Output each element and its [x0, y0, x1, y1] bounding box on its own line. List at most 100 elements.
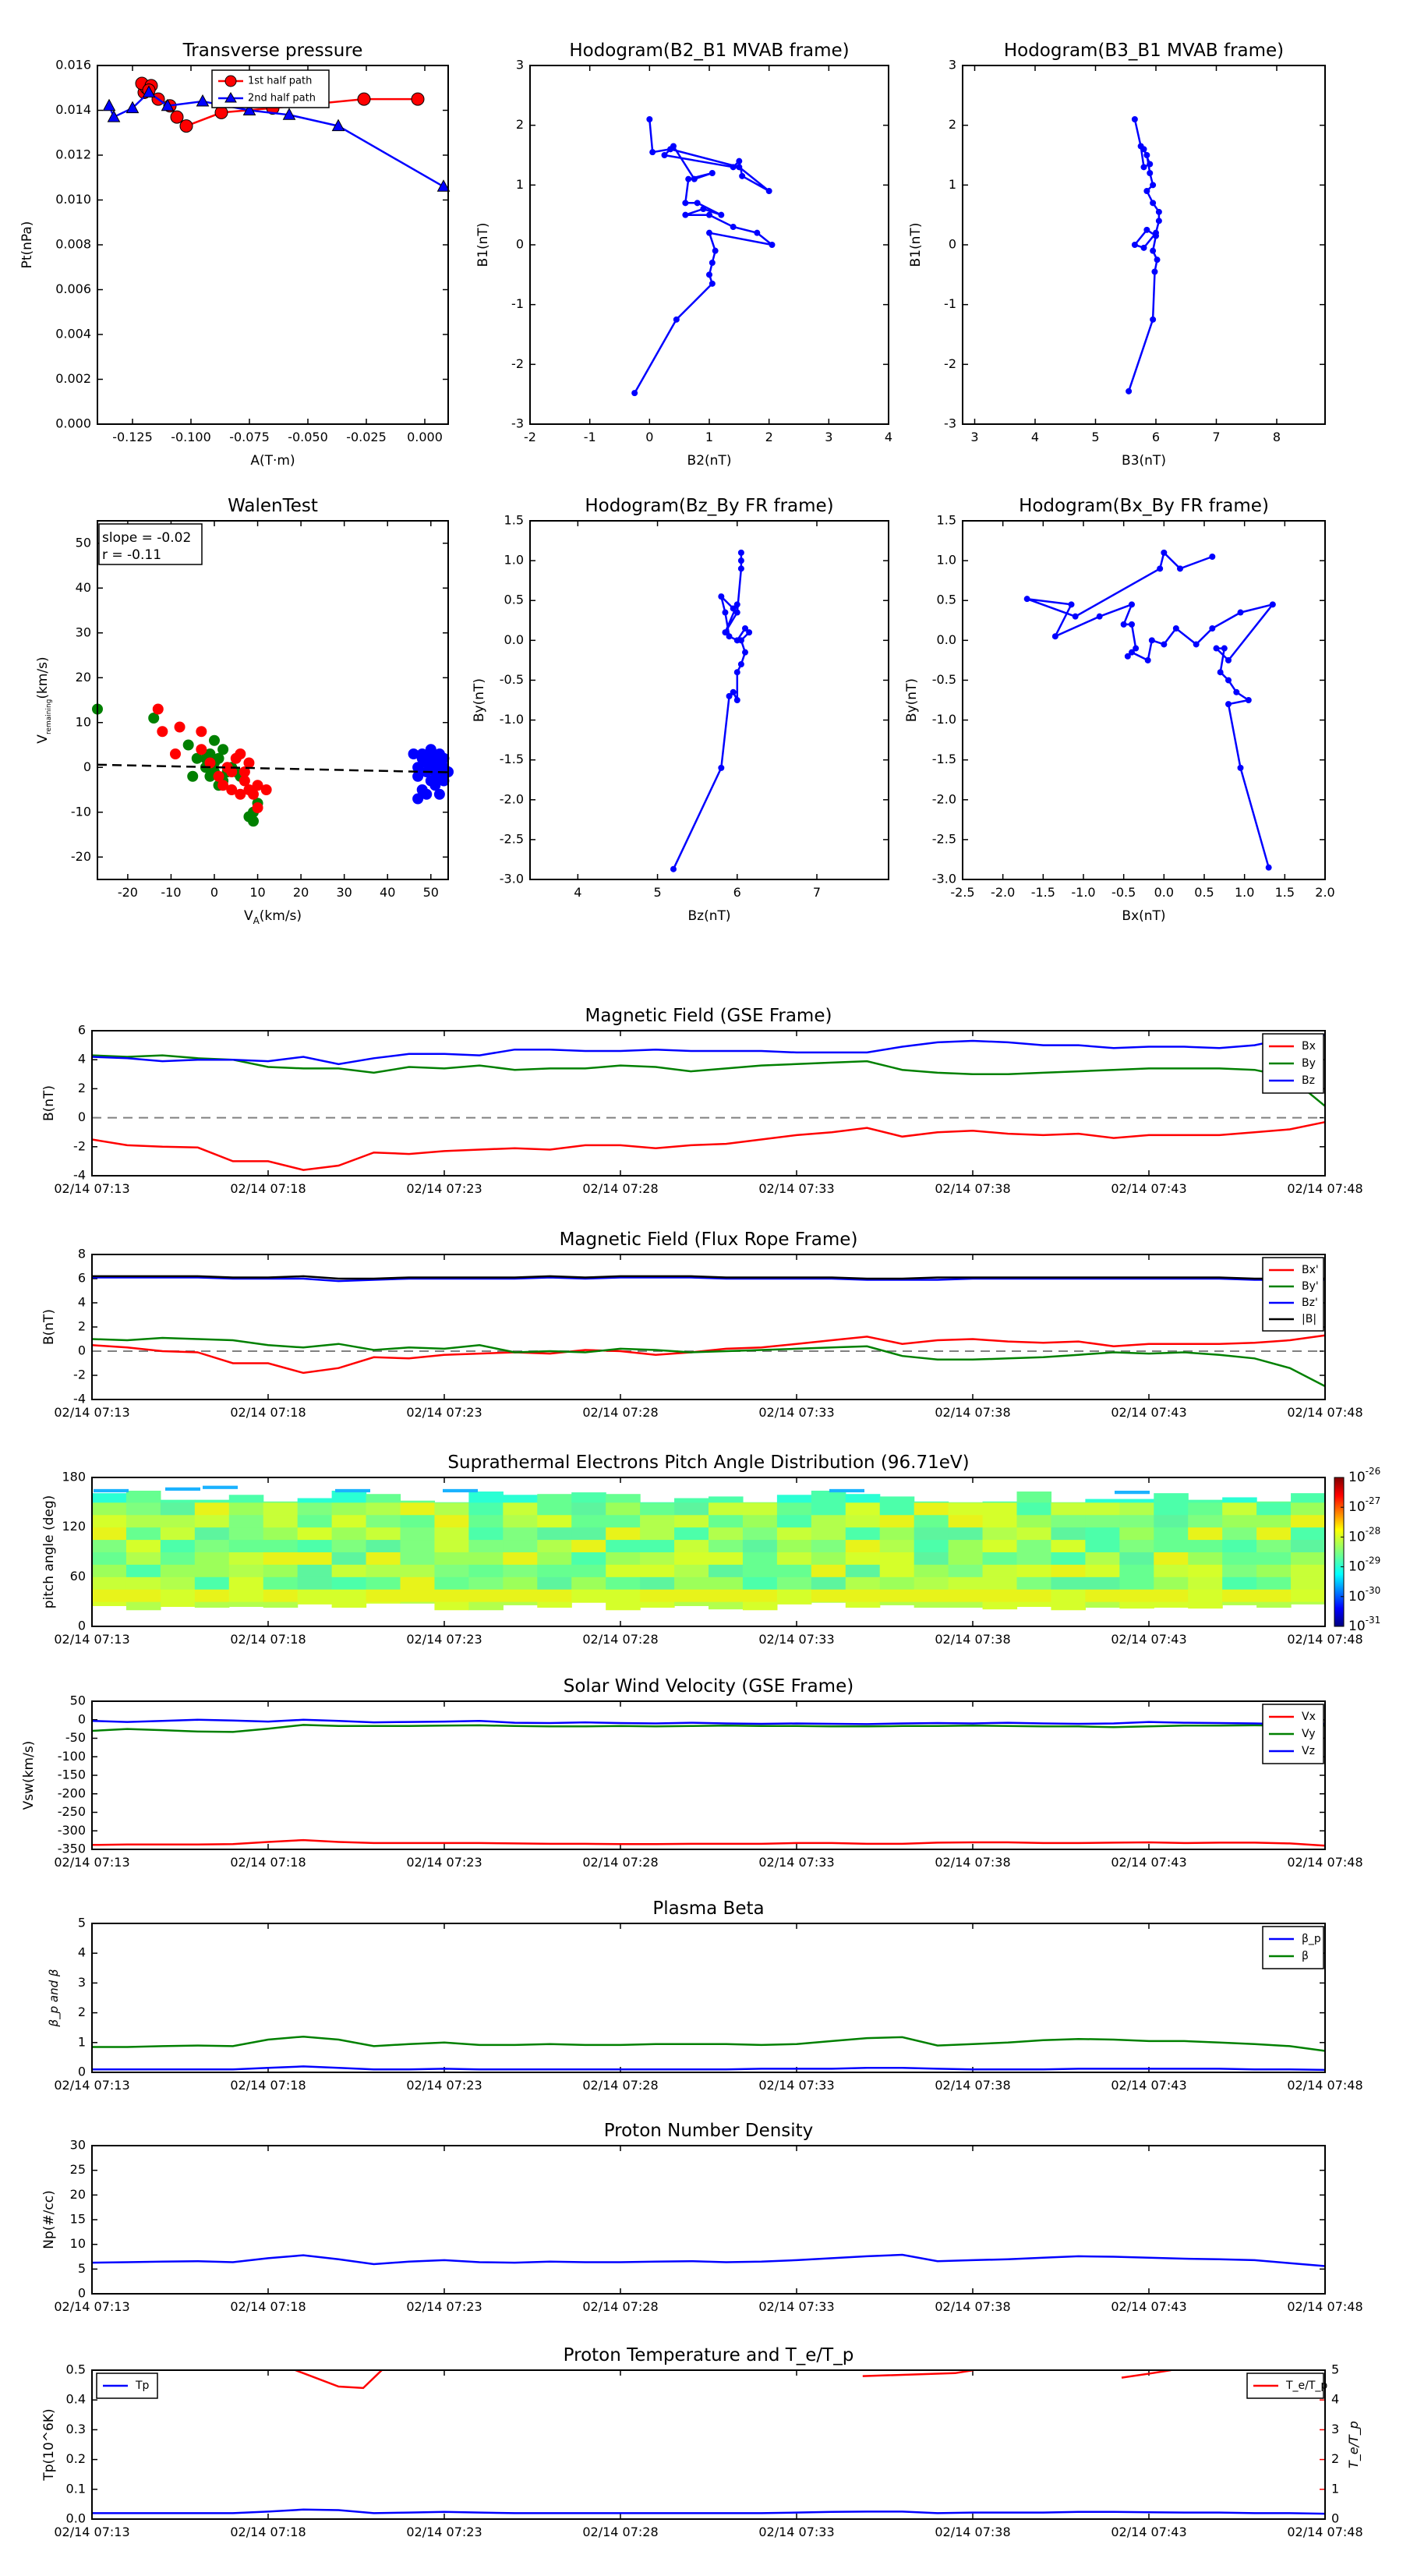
time-tick-label: 02/14 07:33 [758, 1632, 834, 1647]
heatmap-cell [1188, 1499, 1223, 1503]
r-annotation: r = -0.11 [102, 547, 161, 563]
circle-marker [357, 92, 371, 106]
heatmap-cell [400, 1502, 436, 1516]
hodogram-point [1221, 645, 1228, 652]
y-tick-label: 2 [78, 1319, 86, 1334]
heatmap-cell [674, 1601, 709, 1606]
heatmap-cell [1256, 1539, 1292, 1552]
hodogram-point [718, 764, 725, 771]
heatmap-cell [1154, 1564, 1189, 1577]
annotation-frame [98, 523, 203, 565]
heatmap-cell [160, 1527, 196, 1541]
heatmap-cell [228, 1552, 264, 1565]
time-tick-label: 02/14 07:23 [406, 1181, 482, 1196]
y-tick-label: 10 [76, 714, 91, 729]
heatmap-cell [331, 1527, 367, 1541]
heatmap-cell [434, 1502, 469, 1516]
walen-point [429, 780, 441, 791]
heatmap-cell [948, 1589, 984, 1602]
x-tick-label: 7 [1212, 430, 1220, 444]
heatmap-cell [194, 1539, 230, 1552]
legend-label: Bx [1302, 1040, 1316, 1053]
y-tick-label: 5 [78, 1916, 86, 1930]
heatmap-cell [742, 1552, 778, 1565]
x-tick-label: 6 [733, 885, 741, 900]
x-tick-label: 5 [653, 885, 661, 900]
y-tick-label: 6 [78, 1271, 86, 1286]
hodogram-point [1193, 641, 1200, 648]
heatmap-cell [331, 1576, 367, 1590]
time-tick-label: 02/14 07:48 [1287, 1405, 1362, 1420]
hodogram-point [1155, 218, 1162, 225]
heatmap-cell [228, 1527, 264, 1541]
heatmap-cell [503, 1589, 538, 1602]
series-line-By [91, 1054, 1326, 1107]
heatmap-cell [297, 1601, 333, 1605]
heatmap-cell [914, 1502, 949, 1516]
heatmap-cell [982, 1539, 1018, 1552]
y-tick-label: 40 [76, 580, 91, 595]
heatmap-cell [1119, 1499, 1154, 1503]
triangle-marker [331, 119, 345, 132]
x-tick-label: -0.050 [288, 430, 328, 444]
series-line-p [92, 2065, 1326, 2072]
x-tick-label: 2 [765, 430, 773, 444]
heatmap-cell [709, 1514, 744, 1528]
time-tick-label: 02/14 07:43 [1111, 2078, 1186, 2093]
hodogram-point [1265, 864, 1272, 871]
heatmap-cell [1085, 1564, 1120, 1577]
heatmap-cell [1222, 1576, 1257, 1590]
y-tick-label: 0.014 [55, 102, 91, 117]
time-tick-label: 02/14 07:18 [230, 1632, 306, 1647]
time-tick-label: 02/14 07:13 [54, 1181, 129, 1196]
hodogram-point [1177, 565, 1183, 572]
x-tick-label: -1 [584, 430, 596, 444]
heatmap-cell [1291, 1564, 1326, 1577]
heatmap-cells [92, 1485, 1326, 1611]
x-axis-label: B3(nT) [1122, 453, 1166, 469]
time-tick-label: 02/14 07:23 [406, 2299, 482, 2314]
hodogram-point [700, 206, 707, 212]
heatmap-cell [674, 1527, 709, 1541]
heatmap-cell [948, 1502, 984, 1516]
time-tick-label: 02/14 07:23 [406, 1405, 482, 1420]
circle-marker [214, 105, 228, 119]
y-right-tick-label: 1 [1331, 2481, 1339, 2496]
heatmap-cell [92, 1601, 127, 1606]
walen-point [425, 744, 436, 755]
heatmap-cell [811, 1514, 846, 1528]
y-tick-label: 0.008 [55, 237, 91, 252]
x-tick-label: 1.0 [1235, 885, 1254, 900]
y-tick-label: 0.012 [55, 147, 91, 162]
heatmap-cell [571, 1552, 606, 1565]
y-tick-label: -1.0 [932, 712, 956, 727]
heatmap-cell [1256, 1527, 1292, 1541]
time-tick-label: 02/14 07:43 [1111, 1181, 1186, 1196]
walen-point [252, 780, 263, 791]
x-axis-label: Bx(nT) [1122, 908, 1165, 924]
heatmap-cell [434, 1502, 469, 1503]
heatmap-cell [1222, 1514, 1257, 1528]
heatmap-cell [468, 1601, 504, 1611]
time-tick-label: 02/14 07:33 [758, 1855, 834, 1870]
y-tick-label: 0.0 [66, 2511, 86, 2526]
heatmap-cell [776, 1601, 812, 1605]
x-tick-label: 1 [705, 430, 713, 444]
x-tick-label: 0.0 [1154, 885, 1174, 900]
heatmap-cell [742, 1502, 778, 1516]
heatmap-cell [1291, 1552, 1326, 1565]
legend-label: By' [1302, 1280, 1319, 1293]
heatmap-cell [1188, 1576, 1223, 1590]
heatmap-cell [1188, 1514, 1223, 1528]
y-tick-label: 0.0 [937, 632, 956, 647]
chart-3: WalenTest -20 -10 0 10 20 30 40 50 -20 -10 0 10 20 30 4… [35, 496, 454, 926]
heatmap-cell [125, 1539, 161, 1552]
slope-annotation: slope = -0.02 [102, 530, 191, 546]
hodogram-line [672, 552, 751, 870]
y-tick-label: 0.002 [55, 371, 91, 386]
chart-8: Suprathermal Electrons Pitch Angle Distr… [41, 1453, 1380, 1647]
heatmap-cell [228, 1601, 264, 1608]
hodogram-point [1233, 688, 1240, 695]
triangle-marker [107, 110, 121, 122]
heatmap-cell [982, 1552, 1018, 1565]
